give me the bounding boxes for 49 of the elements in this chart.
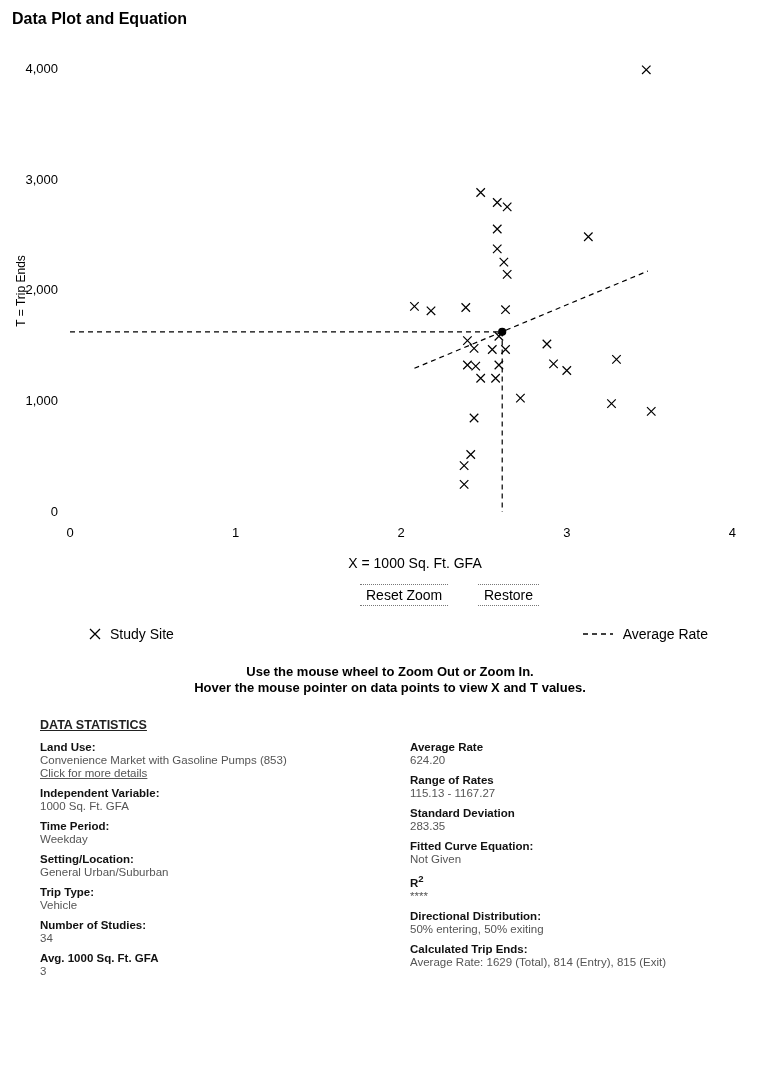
y-tick-label: 3,000: [25, 171, 58, 187]
text: 34: [40, 932, 54, 944]
text: Click for more details: [40, 767, 149, 779]
text: Average Rate: 1629 (Total), 814 (Entry), 815 (Exit): [410, 955, 668, 968]
text: Weekday: [40, 833, 89, 845]
x-tick-label: 3: [563, 525, 571, 541]
legend-label: Average Rate: [622, 626, 708, 642]
text: R$^{2}$: [410, 873, 425, 889]
text: Land Use:: [40, 741, 97, 753]
chart-title: Data Plot and Equation: [12, 10, 188, 28]
text: 50% entering, 50% exiting: [410, 922, 545, 935]
text: Average Rate: [410, 741, 485, 753]
text: Trip Type:: [40, 886, 96, 898]
text: Use the mouse wheel to Zoom Out or Zoom In.: [245, 664, 535, 680]
text: 1000 Sq. Ft. GFA: [40, 800, 130, 812]
y-axis-title: T = Trip Ends: [13, 255, 28, 327]
legend-label: Study Site: [110, 626, 174, 642]
x-tick-label: 4: [728, 525, 736, 541]
x-tick-label: 0: [66, 525, 74, 541]
text: 624.20: [410, 754, 447, 766]
x-tick-label: 1: [231, 525, 240, 541]
text: 3: [40, 965, 48, 977]
text: Reset Zoom: [360, 584, 449, 606]
text: General Urban/Suburban: [40, 866, 170, 878]
text: Time Period:: [40, 820, 111, 832]
y-tick-label: 0: [50, 503, 58, 519]
y-tick-label: 2,000: [25, 282, 58, 298]
text: Restore: [478, 584, 540, 606]
text: 115.13 - 1167.27: [410, 787, 497, 799]
text: Fitted Curve Equation:: [410, 840, 535, 852]
text: Hover the mouse pointer on data points to view X and T values.: [193, 680, 587, 696]
text: Standard Deviation: [410, 807, 516, 819]
text: Range of Rates: [410, 774, 495, 786]
text: Independent Variable:: [40, 787, 161, 799]
x-axis-title: X = 1000 Sq. Ft. GFA: [347, 555, 483, 571]
y-tick-label: 4,000: [25, 61, 58, 77]
text: Calculated Trip Ends:: [410, 942, 529, 955]
text: 283.35: [410, 820, 447, 832]
text: Not Given: [410, 853, 463, 865]
x-tick-label: 2: [397, 525, 405, 541]
text: Vehicle: [40, 899, 79, 911]
text: Directional Distribution:: [410, 909, 542, 922]
y-tick-label: 1,000: [25, 393, 58, 409]
text: ****: [410, 889, 429, 902]
text: DATA STATISTICS: [40, 718, 148, 732]
text: Setting/Location:: [40, 853, 135, 865]
text: Number of Studies:: [40, 919, 148, 931]
text: Convenience Market with Gasoline Pumps (853): [40, 754, 288, 766]
text: Avg. 1000 Sq. Ft. GFA: [40, 952, 160, 964]
